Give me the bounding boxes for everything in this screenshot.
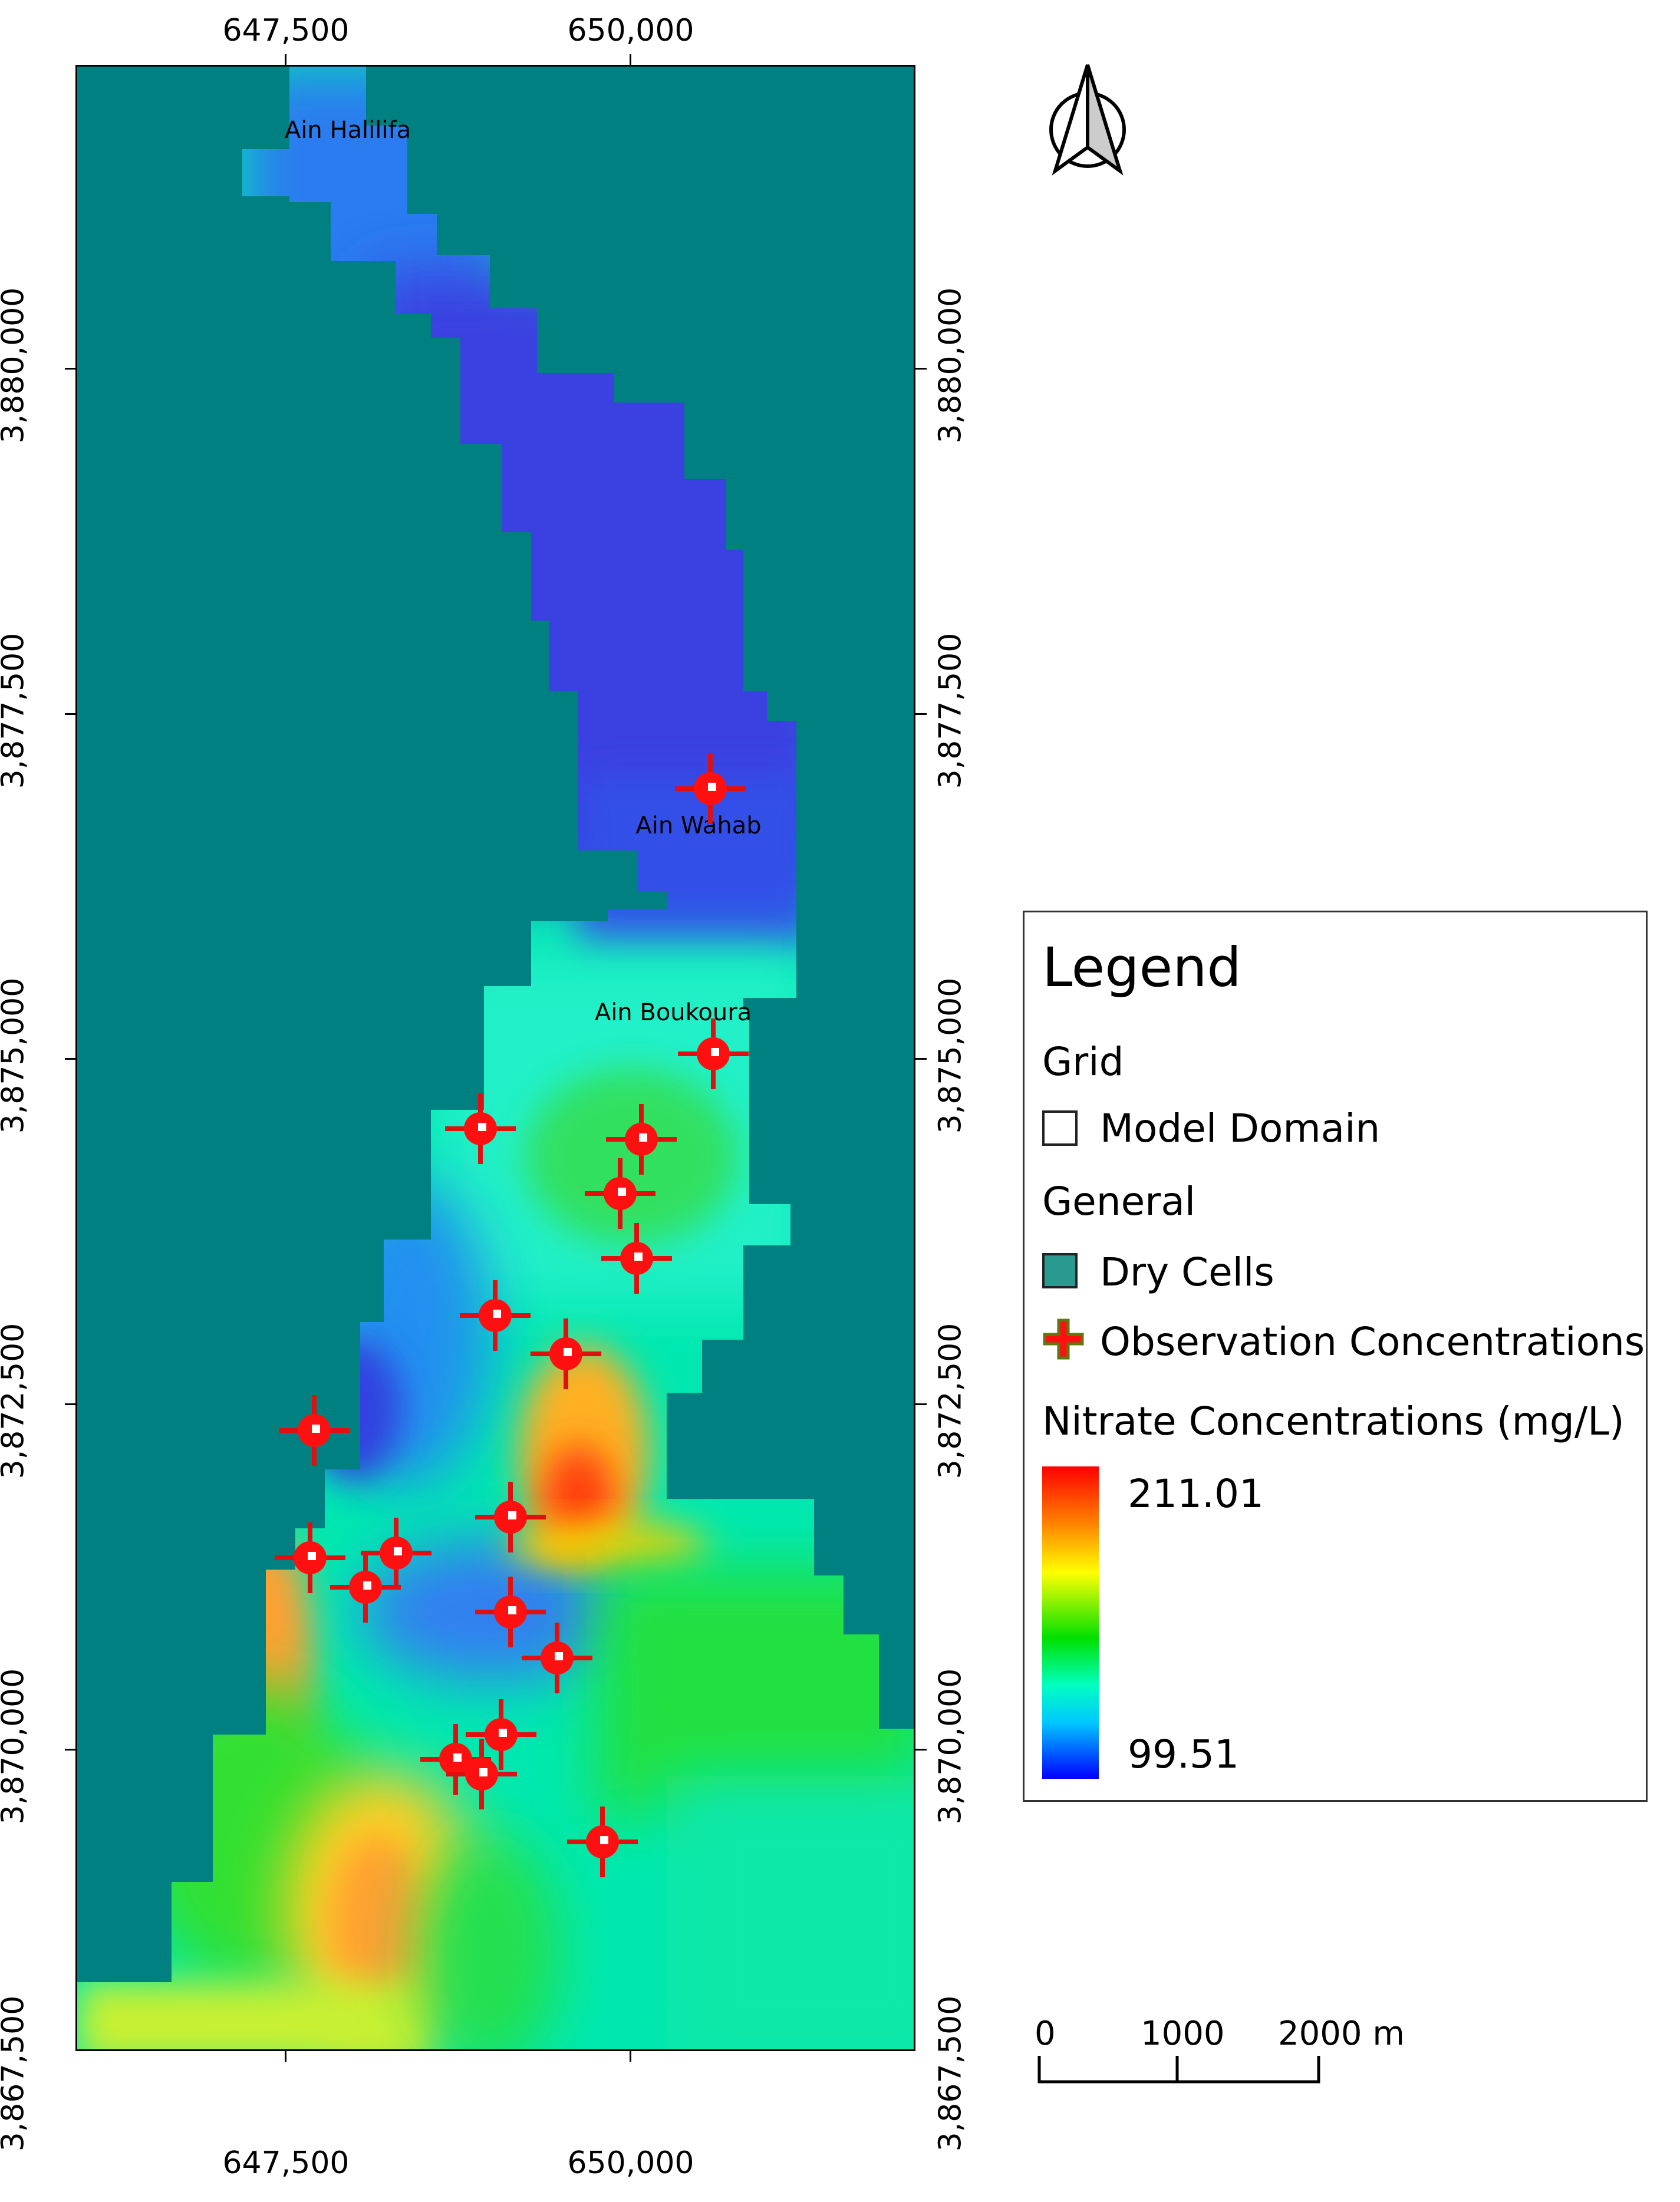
y-tick-mark-left-5 [65,1749,77,1751]
observation-marker[interactable] [585,1158,655,1229]
observation-marker[interactable] [445,1093,516,1164]
x-tick-bottom-1: 647,500 [222,2145,350,2181]
x-tick-top-2: 650,000 [567,13,694,48]
y-tick-mark-right-5 [915,1749,927,1751]
concentration-raster [77,67,914,2049]
legend-swatch-dry-cells [1042,1253,1078,1288]
legend-group-grid: Grid [1042,1039,1124,1084]
x-tick-top-1: 647,500 [222,13,350,48]
legend-group-general: General [1042,1179,1196,1224]
observation-marker[interactable] [567,1807,638,1877]
scale-label-0: 0 [1035,2015,1056,2053]
legend-max-value: 211.01 [1128,1471,1264,1517]
observation-marker[interactable] [522,1623,592,1693]
legend-item-model-domain: Model Domain [1100,1106,1381,1151]
scale-bar [1037,2056,1320,2084]
observation-marker[interactable] [606,1104,677,1175]
x-tick-bottom-2: 650,000 [567,2145,694,2181]
legend-min-value: 99.51 [1128,1732,1239,1777]
y-tick-mark-left-4 [65,1403,77,1405]
y-tick-mark-right-2 [915,713,927,715]
legend-swatch-model-domain [1042,1110,1078,1146]
observation-marker[interactable] [279,1395,350,1466]
x-tick-mark-top-2 [630,54,631,66]
legend-color-ramp [1042,1466,1099,1779]
north-arrow-icon [1043,59,1132,177]
place-label-ain-boukoura: Ain Boukoura [594,999,752,1026]
y-tick-mark-right-4 [915,1403,927,1405]
legend-item-dry-cells: Dry Cells [1100,1250,1274,1295]
scale-label-1000: 1000 [1141,2015,1225,2053]
observation-marker[interactable] [475,1482,546,1552]
y-tick-mark-left-2 [65,713,77,715]
x-tick-mark-bottom-2 [630,2050,631,2062]
map-panel[interactable] [75,65,915,2051]
place-label-ain-wahab: Ain Wahab [635,812,762,839]
x-tick-mark-top-1 [285,54,286,66]
observation-marker[interactable] [678,1018,749,1089]
x-tick-mark-bottom-1 [285,2050,286,2062]
y-tick-mark-left-3 [65,1058,77,1060]
observation-marker[interactable] [275,1522,345,1593]
y-tick-mark-right-3 [915,1058,927,1060]
legend-item-observation: Observation Concentrations [1100,1319,1645,1364]
observation-marker[interactable] [460,1280,531,1351]
observation-marker[interactable] [675,753,746,824]
y-tick-mark-left-1 [65,368,77,370]
observation-cross-icon [1043,1318,1084,1360]
observation-marker[interactable] [601,1223,672,1294]
observation-marker[interactable] [475,1577,546,1647]
legend-panel: Legend Grid Model Domain General Dry Cel… [1023,911,1648,1802]
place-label-ain-halilifa: Ain Halilifa [284,117,411,144]
legend-title: Legend [1042,936,1241,999]
legend-nitrate-title: Nitrate Concentrations (mg/L) [1042,1399,1625,1444]
y-tick-mark-right-1 [915,368,927,370]
scale-label-2000: 2000 m [1278,2015,1405,2053]
observation-marker[interactable] [531,1318,601,1389]
